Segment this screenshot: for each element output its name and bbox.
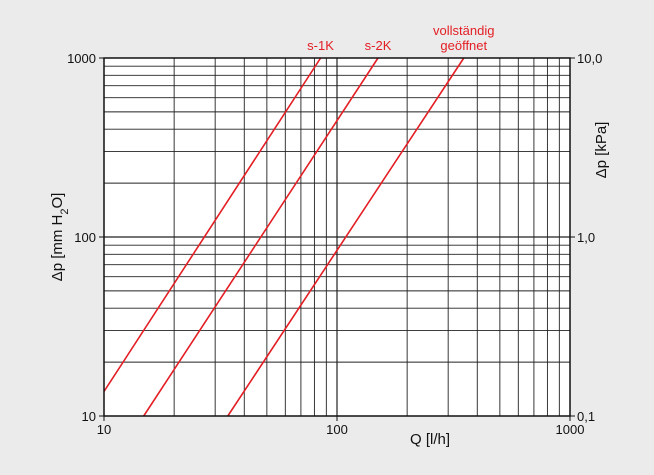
y-axis-label-part-2: O]: [49, 193, 66, 209]
series-line: [143, 57, 379, 417]
y-tick-label-left: 100: [74, 230, 96, 245]
series-label: s-1K: [307, 38, 334, 53]
y-tick-label-right: 0,1: [577, 409, 595, 424]
series-lines: [103, 57, 465, 417]
y-tick-label-right: 10,0: [577, 51, 602, 66]
plot-frame: [103, 57, 571, 417]
series-line: [227, 57, 465, 417]
y-axis-label-part-1: Δp [mm H: [49, 215, 66, 282]
x-tick-label: 100: [326, 422, 348, 437]
y-tick-label-right: 1,0: [577, 230, 595, 245]
x-axis-label: Q [l/h]: [410, 431, 450, 448]
series-line: [103, 57, 322, 392]
series-label: vollständig: [433, 23, 494, 38]
y-tick-label-left: 1000: [67, 51, 96, 66]
x-tick-label: 10: [97, 422, 111, 437]
x-tick-label: 1000: [556, 422, 585, 437]
y-tick-label-left: 10: [82, 409, 96, 424]
grid: [104, 58, 570, 416]
y-axis-label-left: Δp [mm H2O]: [49, 193, 71, 282]
y-axis-label-right: Δp [kPa]: [593, 122, 610, 179]
series-label: geöffnet: [440, 38, 487, 53]
y-axis-label-subscript: 2: [59, 209, 71, 215]
series-label: s-2K: [365, 38, 392, 53]
